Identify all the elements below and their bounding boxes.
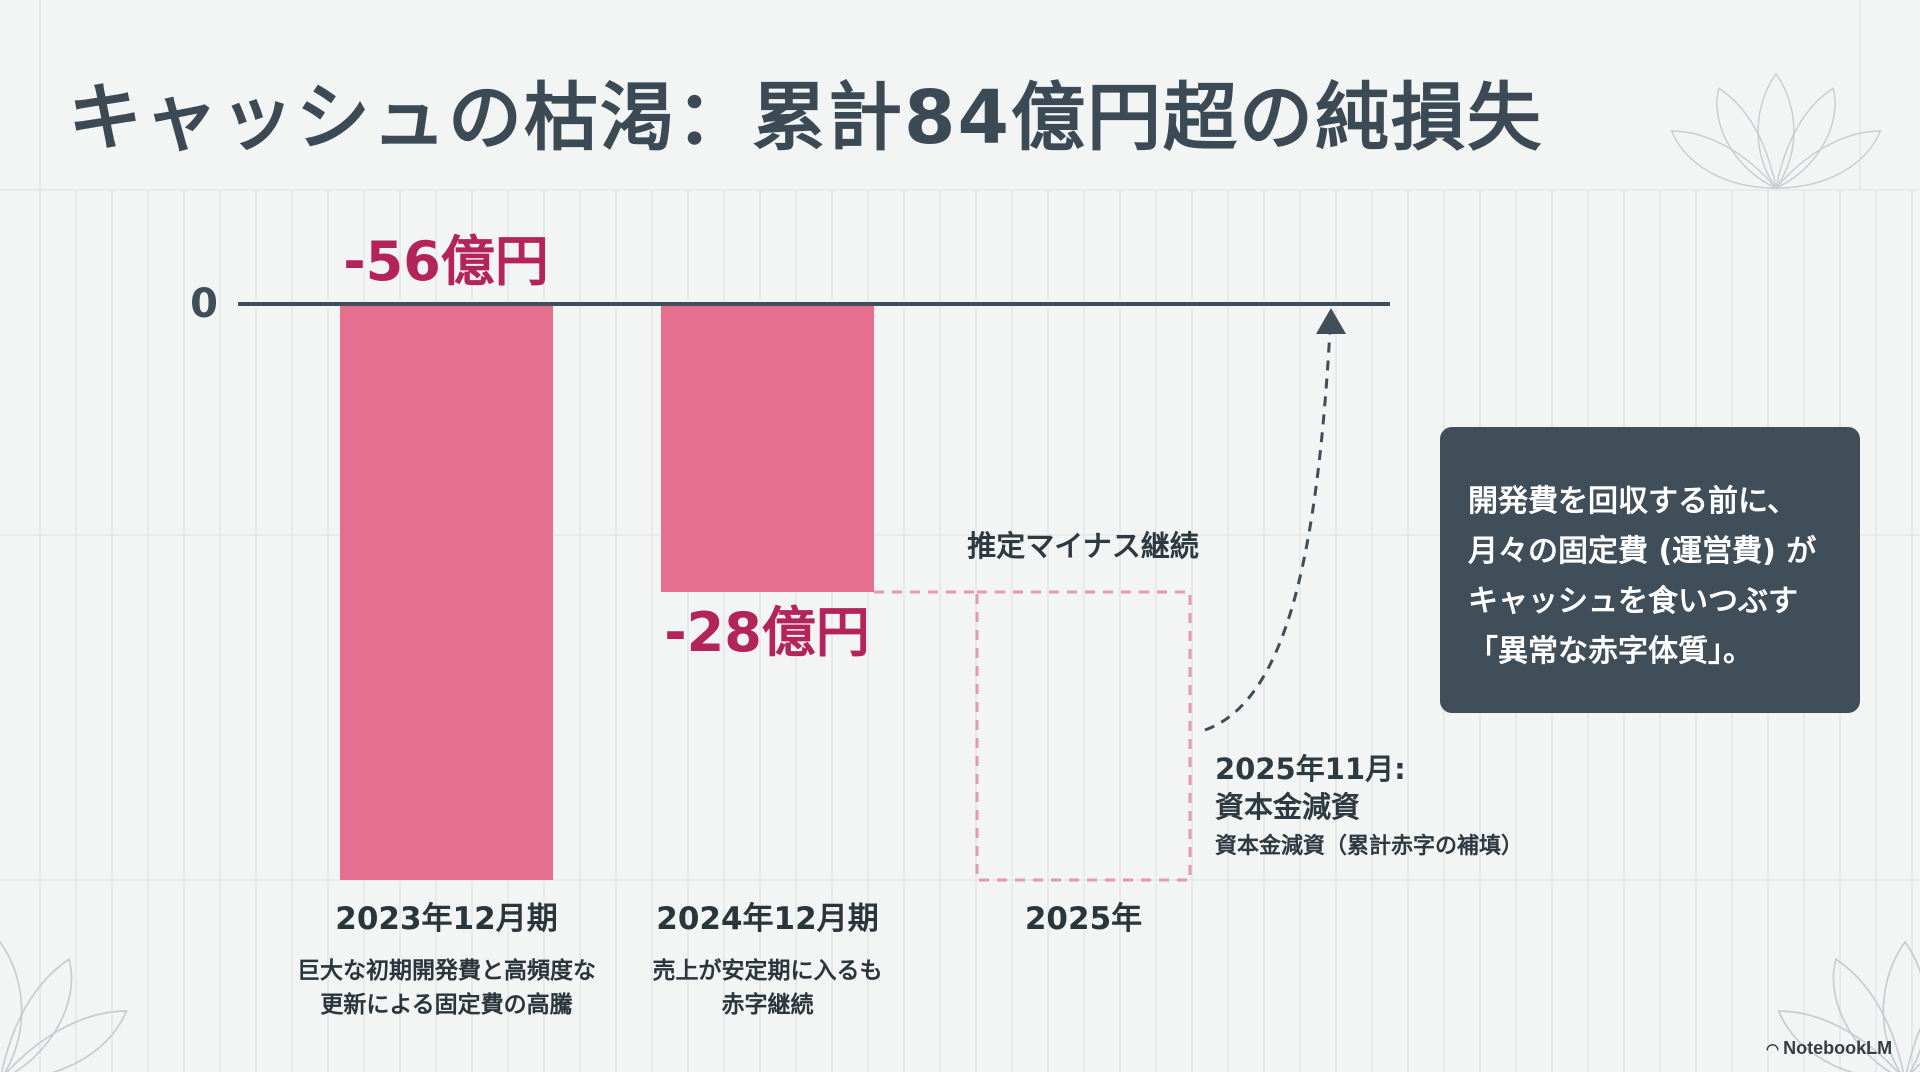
callout-line-4: 「異常な赤字体質」。 <box>1468 634 1753 669</box>
value-label-2: -28億円 <box>664 601 870 664</box>
arrowhead-icon <box>1316 308 1346 334</box>
callout-box: 開発費を回収する前に、 月々の固定費 (運営費) が キャッシュを食いつぶす 「… <box>1440 427 1860 713</box>
callout-line-1: 開発費を回収する前に、 <box>1468 484 1798 519</box>
event-date: 2025年11月: <box>1215 752 1406 786</box>
category-description: 売上が安定期に入るも <box>653 957 883 984</box>
event-title: 資本金減資 <box>1215 790 1360 824</box>
value-label-1: -56億円 <box>343 230 549 293</box>
category-label-2: 2024年12月期 <box>656 901 878 937</box>
category-description: 赤字継続 <box>722 991 814 1018</box>
bar-2 <box>661 304 874 592</box>
category-description: 更新による固定費の高騰 <box>320 991 573 1018</box>
notebooklm-logo-icon: ◠ <box>1766 1041 1780 1058</box>
lotus-decoration-icon <box>1670 72 1882 190</box>
category-label-3: 2025年 <box>1025 901 1142 937</box>
category-label-1: 2023年12月期 <box>335 901 557 937</box>
notebooklm-logo[interactable]: ◠ NotebookLM <box>1766 1038 1892 1059</box>
bar-1 <box>340 304 553 880</box>
brand-label: NotebookLM <box>1783 1038 1893 1058</box>
estimate-bar <box>975 590 1192 882</box>
callout-line-2: 月々の固定費 (運営費) が <box>1468 534 1817 569</box>
callout-line-3: キャッシュを食いつぶす <box>1468 584 1798 619</box>
event-note: 資本金減資（累計赤字の補填） <box>1215 833 1523 859</box>
lotus-decoration-icon <box>1777 940 1920 1072</box>
lotus-decoration-icon <box>0 940 128 1072</box>
slide-title: キャッシュの枯渇：累計84億円超の純損失 <box>68 75 1543 161</box>
estimate-label: 推定マイナス継続 <box>967 529 1198 563</box>
zero-tick-label: 0 <box>190 281 218 327</box>
category-description: 巨大な初期開発費と高頻度な <box>297 957 596 984</box>
recovery-arrow <box>1204 329 1332 732</box>
